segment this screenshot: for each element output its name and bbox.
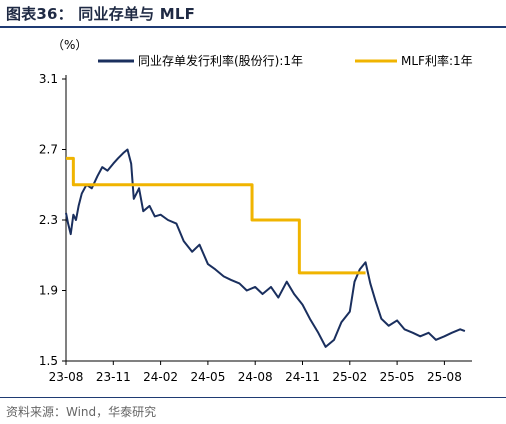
y-tick-label: 1.9 (39, 284, 58, 298)
x-tick-label: 24-05 (190, 370, 225, 384)
bottom-divider (0, 397, 506, 398)
x-tick-label: 25-08 (427, 370, 462, 384)
y-tick-label: 3.1 (39, 72, 58, 86)
y-unit-label: （%） (52, 38, 87, 52)
x-tick-label: 24-11 (285, 370, 320, 384)
series-line-1 (65, 148, 466, 348)
x-tick-label: 25-05 (380, 370, 415, 384)
source-note: 资料来源：Wind，华泰研究 (6, 405, 157, 419)
x-tick-label: 24-08 (238, 370, 273, 384)
x-tick-label: 23-08 (49, 370, 84, 384)
line-chart: （%） 3.1 2.7 2.3 1.9 1.5 23-08 23-11 24-02 24-05 24… (39, 38, 473, 384)
legend-label-2: MLF利率:1年 (401, 53, 473, 68)
x-tick-label: 24-02 (143, 370, 178, 384)
x-tick-label: 25-02 (332, 370, 367, 384)
series-line-2 (66, 156, 366, 275)
title-divider (0, 26, 506, 28)
y-tick-label: 2.7 (39, 143, 58, 157)
y-tick-label: 2.3 (39, 213, 58, 227)
y-tick-label: 1.5 (39, 354, 58, 368)
legend-label-1: 同业存单发行利率(股份行):1年 (138, 53, 303, 68)
x-tick-label: 23-11 (96, 370, 131, 384)
figure-title: 图表36： 同业存单与 MLF (6, 5, 196, 23)
